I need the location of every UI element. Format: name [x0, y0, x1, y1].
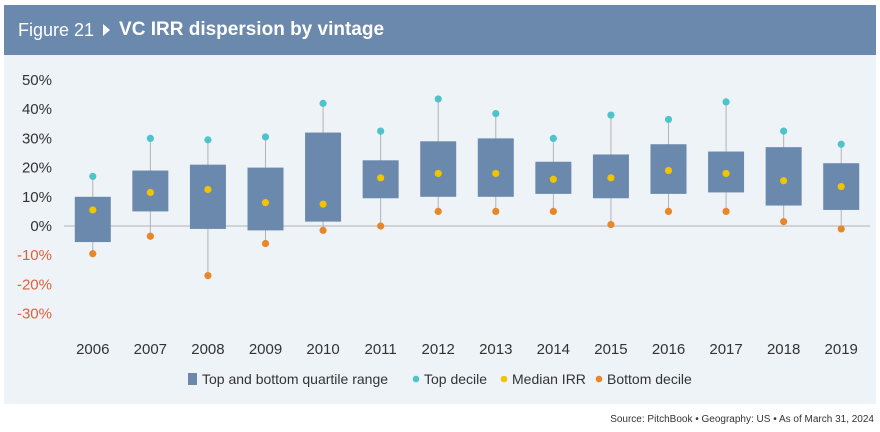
median-point — [377, 174, 385, 182]
legend-label: Top decile — [424, 371, 487, 387]
x-tick-label: 2019 — [825, 341, 858, 358]
median-point — [664, 166, 673, 175]
top-decile-point — [722, 98, 730, 106]
quartile-box — [765, 147, 802, 206]
median-point — [261, 199, 270, 207]
median-point — [722, 169, 730, 178]
y-tick-label: 10% — [22, 189, 52, 206]
quartile-box — [247, 167, 284, 231]
legend-swatch-dot — [412, 375, 420, 383]
x-tick-label: 2007 — [134, 341, 167, 358]
bottom-decile-point — [146, 232, 154, 240]
bottom-decile-point — [549, 207, 557, 215]
median-point — [146, 188, 154, 197]
top-decile-point — [492, 109, 500, 118]
bottom-decile-point — [492, 207, 500, 215]
bottom-decile-point — [261, 239, 270, 248]
quartile-box — [189, 164, 226, 229]
y-tick-label: 50% — [22, 72, 52, 89]
x-tick-label: 2011 — [365, 341, 397, 358]
chart-panel: -30% -20% -10% 0% 10% 20% 30% 40% 50% 2006 2007 200… — [4, 55, 876, 404]
legend-swatch-quartile — [188, 373, 197, 385]
box-plot-chart: -30% -20% -10% 0% 10% 20% 30% 40% 50% 2006 2007 200… — [17, 72, 870, 387]
x-tick-label: 2012 — [422, 341, 455, 358]
x-tick-label: 2017 — [709, 341, 742, 358]
x-tick-label: 2010 — [306, 341, 339, 358]
y-tick-label: 20% — [22, 160, 52, 177]
top-decile-point — [89, 172, 97, 180]
top-decile-point — [837, 140, 845, 148]
y-tick-label: -30% — [17, 306, 52, 323]
figure-header: Figure 21 VC IRR dispersion by vintage — [4, 5, 876, 55]
median-point — [549, 175, 557, 183]
legend-label: Top and bottom quartile range — [202, 371, 388, 387]
top-decile-point — [377, 127, 385, 135]
bottom-decile-point — [377, 222, 385, 230]
x-tick-label: 2014 — [537, 341, 570, 358]
y-tick-label: 0% — [30, 218, 52, 235]
figure-number: Figure 21 — [18, 19, 95, 40]
bottom-decile-point — [837, 225, 845, 233]
x-tick-label: 2015 — [594, 341, 627, 358]
x-tick-label: 2018 — [767, 341, 800, 358]
legend-label: Bottom decile — [607, 371, 692, 387]
median-point — [837, 182, 845, 191]
median-point — [434, 169, 442, 178]
legend-swatch-dot — [500, 375, 508, 383]
top-decile-point — [549, 134, 557, 142]
chart-title: VC IRR dispersion by vintage — [119, 19, 385, 40]
bottom-decile-point — [319, 226, 327, 234]
x-tick-label: 2006 — [76, 341, 109, 358]
y-tick-label: -10% — [17, 247, 52, 264]
bottom-decile-point — [204, 272, 212, 280]
median-point — [319, 200, 327, 208]
bottom-decile-point — [607, 220, 615, 229]
x-tick-label: 2016 — [652, 341, 685, 358]
quartile-box — [74, 196, 111, 243]
top-decile-point — [434, 95, 442, 103]
source-note: Source: PitchBook • Geography: US • As o… — [610, 414, 874, 425]
top-decile-point — [319, 99, 327, 107]
bottom-decile-point — [722, 207, 730, 215]
legend-label: Median IRR — [512, 371, 586, 387]
median-point — [204, 185, 212, 194]
median-point — [492, 169, 500, 178]
legend-swatch-dot — [595, 375, 603, 383]
quartile-box — [420, 141, 457, 197]
bottom-decile-point — [780, 218, 788, 226]
top-decile-point — [664, 115, 673, 124]
median-point — [89, 206, 97, 214]
y-tick-label: 30% — [22, 130, 52, 147]
top-decile-point — [204, 136, 212, 144]
top-decile-point — [607, 111, 615, 119]
triangle-icon — [103, 24, 111, 36]
top-decile-point — [261, 133, 270, 141]
bottom-decile-point — [434, 207, 442, 215]
top-decile-point — [780, 127, 788, 135]
bottom-decile-point — [89, 250, 97, 258]
x-tick-label: 2008 — [191, 341, 224, 358]
bottom-decile-point — [664, 207, 673, 215]
median-point — [607, 174, 615, 182]
median-point — [780, 177, 788, 185]
quartile-box — [477, 138, 514, 197]
y-tick-label: 40% — [22, 101, 52, 118]
x-tick-label: 2009 — [249, 341, 282, 358]
x-tick-label: 2013 — [479, 341, 512, 358]
y-tick-label: -20% — [17, 276, 52, 293]
quartile-box — [305, 132, 342, 222]
top-decile-point — [146, 134, 154, 142]
